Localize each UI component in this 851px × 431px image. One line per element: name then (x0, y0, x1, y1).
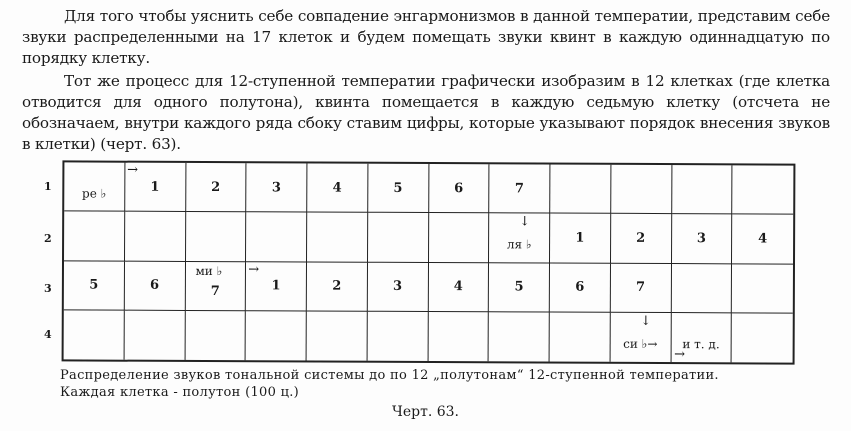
grid-cell: 5 (367, 163, 429, 214)
row-label: 4 (44, 328, 52, 341)
cell-value: 3 (392, 278, 403, 295)
caption-line-1: Распределение звуков тональной системы д… (60, 368, 719, 383)
grid-cell: 4 (307, 163, 369, 213)
cell-value: си ♭→ (623, 337, 658, 352)
grid-cell: 5 (489, 262, 550, 313)
row-label: 2 (44, 232, 52, 245)
grid-cell: 3 (367, 262, 429, 312)
cell-value: 3 (271, 179, 281, 195)
grid-cell: 7 (610, 263, 672, 313)
arrow-down-icon: ↓ (519, 214, 531, 230)
grid-cell: 1 → (246, 261, 308, 312)
note-label: ми ♭ (195, 263, 223, 278)
grid-cell (185, 310, 247, 361)
grid-cell: 5 (63, 260, 125, 311)
grid-cell (732, 165, 794, 215)
grid-cell: 3 (671, 214, 733, 264)
grid-cell (671, 165, 733, 215)
grid-cell: 6 (428, 164, 490, 214)
grid-cell (63, 310, 125, 360)
grid-cell (428, 311, 490, 362)
grid-cell (610, 164, 672, 215)
grid-cell: 4 (732, 214, 794, 265)
grid-cell: 7 (489, 164, 551, 214)
cell-value: 7 (514, 181, 524, 197)
grid-cell (124, 211, 186, 262)
grid-cell (245, 310, 307, 361)
grid-cell (246, 212, 308, 262)
grid-cell: 2 (610, 214, 672, 264)
arrow-down-icon: ↓ (640, 313, 652, 329)
arrow-right-icon: → (127, 162, 139, 178)
cell-value: 2 (332, 278, 342, 294)
grid-cell (307, 212, 368, 263)
arrow-right-icon: → (674, 347, 686, 363)
cell-value: 6 (454, 180, 464, 196)
grid-cell (550, 164, 612, 215)
grid-cell: 1 (549, 213, 611, 264)
row-label: 1 (44, 180, 52, 193)
grid-cell: 1 → (124, 162, 186, 213)
cell-value: ре ♭ (82, 186, 107, 201)
cell-value: 5 (514, 279, 524, 295)
grid-cell (306, 311, 368, 361)
cell-value: ля ♭ (506, 237, 532, 252)
cell-value: 2 (636, 230, 646, 246)
grid-cell (367, 311, 429, 361)
cell-value: 6 (575, 279, 585, 295)
cell-value: 4 (758, 231, 768, 247)
cell-value: 5 (89, 277, 99, 293)
cell-value: 7 (210, 284, 220, 300)
grid-cell: си ♭→ ↓ (610, 312, 672, 363)
grid-cell: 6 (549, 263, 611, 313)
grid-cell: ре ♭ (64, 162, 126, 212)
grid-cell (124, 310, 186, 360)
cell-value: и т. д. (682, 337, 720, 352)
arrow-right-icon: → (248, 261, 260, 277)
cell-value: 2 (211, 179, 221, 195)
grid-cell (64, 211, 125, 262)
caption-line-2: Каждая клетка - полутон (100 ц.) (60, 385, 300, 400)
cell-value: 1 (575, 230, 585, 246)
grid-cell (367, 212, 429, 263)
cell-value: 3 (696, 231, 707, 247)
grid-cell: и т. д. → (671, 312, 733, 363)
figure-caption: Распределение звуков тональной системы д… (60, 367, 719, 401)
grid-cell: 2 (185, 162, 247, 213)
cell-value: 7 (635, 280, 646, 296)
cell-value: 5 (393, 180, 403, 196)
grid-cell: 3 (246, 163, 308, 213)
grid-cell: 7 ми ♭ (185, 261, 247, 311)
grid-cell (549, 312, 611, 362)
grid-cell (185, 212, 247, 262)
cell-value: 4 (453, 279, 463, 295)
row-label: 3 (44, 282, 52, 295)
cell-value: 4 (332, 180, 342, 196)
paragraph-2: Тот же процесс для 12-ступенной температ… (22, 72, 830, 153)
figure-label: Черт. 63. (392, 404, 459, 420)
grid-cell: 6 (124, 261, 186, 311)
cell-value: 1 (150, 179, 160, 195)
grid-cell: 2 (306, 261, 368, 312)
cell-value: 6 (149, 277, 160, 293)
grid-cell (732, 263, 793, 314)
grid-cell (671, 263, 733, 314)
grid-cell (428, 213, 490, 263)
grid-cell: ля ♭ ↓ (489, 213, 551, 264)
cell-value: 1 (271, 278, 281, 294)
grid-cell (488, 312, 550, 362)
semitone-grid: ре ♭ 1 → 2 3 4 5 6 7 ля ♭ ↓ 1 2 3 4 5 6 7 ми ♭ 1 → 2 3 4 5 6 7 си ♭… (61, 160, 796, 365)
grid-cell: 4 (428, 262, 490, 313)
grid-cell (732, 313, 793, 363)
paragraph-1: Для того чтобы уяснить себе совпадение э… (22, 7, 830, 67)
